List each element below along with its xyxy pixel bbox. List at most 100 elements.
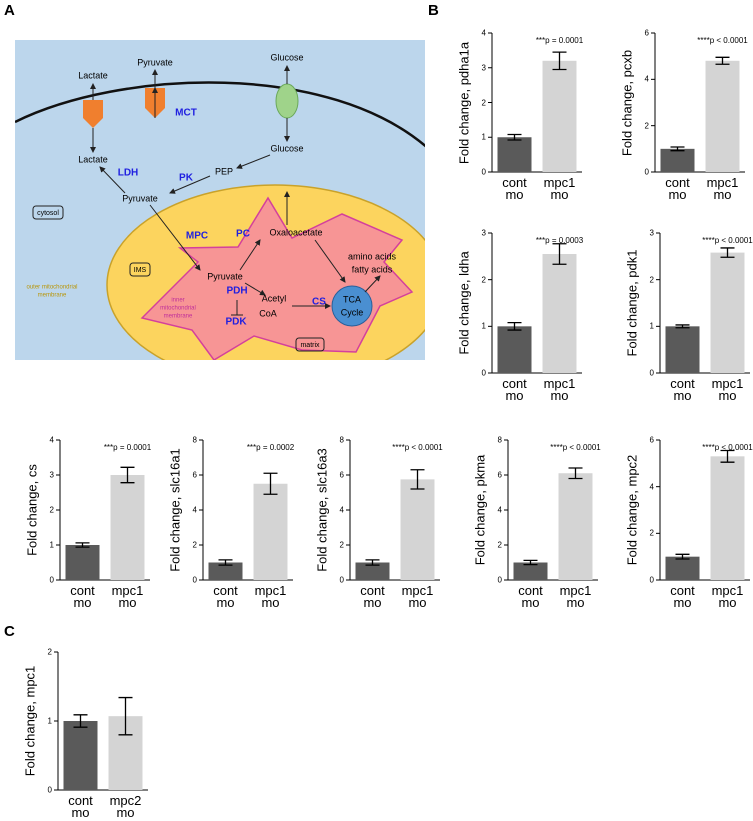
diagram-label: Oxaloacetate bbox=[269, 227, 322, 237]
y-axis-label: Fold change, mpc2 bbox=[624, 454, 640, 566]
x-tick-label: cont mo bbox=[670, 583, 695, 610]
x-tick-label: cont mo bbox=[502, 376, 527, 403]
diagram-label: MPC bbox=[186, 231, 208, 242]
error-bar bbox=[120, 466, 135, 484]
error-bar bbox=[365, 559, 380, 566]
diagram-label: Pyruvate bbox=[137, 57, 173, 67]
bar bbox=[542, 60, 577, 172]
bar bbox=[497, 326, 532, 373]
y-tick-label: 6 bbox=[649, 435, 654, 445]
bar bbox=[705, 60, 740, 172]
diagram-label: PK bbox=[179, 173, 194, 184]
y-tick-label: 4 bbox=[497, 505, 502, 515]
y-tick-label: 1 bbox=[47, 716, 52, 726]
y-tick-label: 0 bbox=[339, 575, 344, 585]
diagram-label: LDH bbox=[118, 168, 139, 179]
tca-cycle bbox=[331, 285, 373, 327]
error-bar bbox=[218, 559, 233, 566]
y-tick-label: 3 bbox=[481, 63, 486, 73]
diagram-label: outer mitochondrial bbox=[26, 285, 77, 291]
diagram-label: Glucose bbox=[270, 52, 303, 62]
annotation: ***p = 0.0001 bbox=[535, 36, 584, 45]
annotation: ***p = 0.0001 bbox=[103, 443, 152, 452]
y-tick-label: 2 bbox=[644, 121, 649, 131]
y-tick-label: 6 bbox=[339, 470, 344, 480]
error-bar bbox=[675, 553, 690, 560]
y-tick-label: 8 bbox=[497, 435, 502, 445]
bar bbox=[208, 562, 243, 580]
ims-box bbox=[129, 262, 151, 277]
y-tick-label: 6 bbox=[497, 470, 502, 480]
y-tick-label: 2 bbox=[649, 275, 654, 285]
diagram-label: amino acids bbox=[348, 251, 397, 261]
x-tick-label: cont mo bbox=[360, 583, 385, 610]
x-tick-label: cont mo bbox=[502, 175, 527, 202]
bar bbox=[355, 562, 390, 580]
x-tick-label: mpc1 mo bbox=[711, 583, 744, 610]
cytosol-box bbox=[32, 205, 64, 220]
y-tick-label: 2 bbox=[192, 540, 197, 550]
bar bbox=[497, 137, 532, 172]
pathway-diagram: Lactate Pyruvate Glucose MCT Lactate LDH… bbox=[15, 40, 425, 360]
x-tick-label: mpc1 mo bbox=[706, 175, 739, 202]
y-tick-label: 2 bbox=[649, 528, 654, 538]
y-tick-label: 1 bbox=[481, 321, 486, 331]
y-axis-label: Fold change, pkma bbox=[472, 454, 488, 566]
error-bar bbox=[715, 56, 730, 65]
diagram-label: Lactate bbox=[78, 154, 108, 164]
arrows bbox=[90, 65, 381, 309]
diagram-label: matrix bbox=[300, 342, 320, 349]
y-tick-label: 2 bbox=[47, 647, 52, 657]
annotation: ****p < 0.0001 bbox=[392, 443, 443, 452]
matrix-box bbox=[295, 337, 325, 352]
diagram-label: PEP bbox=[215, 166, 233, 176]
diagram-label: Pyruvate bbox=[207, 271, 243, 281]
diagram-label: IMS bbox=[134, 267, 147, 274]
error-bar bbox=[507, 133, 522, 141]
panel-label: B bbox=[428, 2, 439, 19]
x-tick-label: mpc1 mo bbox=[711, 376, 744, 403]
x-tick-label: cont mo bbox=[70, 583, 95, 610]
x-tick-label: mpc1 mo bbox=[254, 583, 287, 610]
diagram-label: Pyruvate bbox=[122, 193, 158, 203]
y-tick-label: 2 bbox=[497, 540, 502, 550]
y-axis-label: Fold change, slc16a1 bbox=[167, 448, 183, 572]
y-tick-label: 4 bbox=[49, 435, 54, 445]
diagram-label: PDK bbox=[225, 317, 247, 328]
y-tick-label: 0 bbox=[649, 368, 654, 378]
diagram-label: cytosol bbox=[37, 210, 59, 217]
y-tick-label: 3 bbox=[481, 228, 486, 238]
bar bbox=[542, 254, 577, 373]
x-tick-label: cont mo bbox=[665, 175, 690, 202]
y-axis-label: Fold change, mpc1 bbox=[22, 665, 38, 777]
annotation: ***p = 0.0002 bbox=[246, 443, 295, 452]
bar bbox=[558, 473, 593, 580]
y-tick-label: 0 bbox=[644, 167, 649, 177]
diagram-label: membrane bbox=[38, 293, 67, 299]
bar bbox=[665, 556, 700, 580]
annotation: ****p < 0.0001 bbox=[697, 36, 748, 45]
y-tick-label: 2 bbox=[49, 505, 54, 515]
y-axis-label: Fold change, pdha1a bbox=[456, 41, 472, 164]
y-tick-label: 4 bbox=[339, 505, 344, 515]
lactate-transporter bbox=[83, 100, 103, 128]
diagram-label: fatty acids bbox=[352, 264, 393, 274]
bar bbox=[63, 721, 98, 790]
bar bbox=[513, 562, 548, 580]
error-bar bbox=[507, 321, 522, 331]
x-tick-label: mpc1 mo bbox=[543, 376, 576, 403]
bar bbox=[710, 252, 745, 373]
diagram-label: Cycle bbox=[341, 307, 364, 317]
bar bbox=[660, 148, 695, 172]
y-tick-label: 8 bbox=[192, 435, 197, 445]
y-axis-label: Fold change, pcxb bbox=[619, 49, 635, 156]
diagram-label: CS bbox=[312, 297, 326, 308]
diagram-label: Lactate bbox=[78, 70, 108, 80]
y-tick-label: 2 bbox=[481, 98, 486, 107]
y-tick-label: 3 bbox=[49, 470, 54, 480]
panel-label: A bbox=[4, 2, 15, 19]
error-bar bbox=[410, 469, 425, 490]
diagram-label: mitochondrial bbox=[160, 306, 196, 312]
annotation: ****p < 0.0001 bbox=[550, 443, 601, 452]
